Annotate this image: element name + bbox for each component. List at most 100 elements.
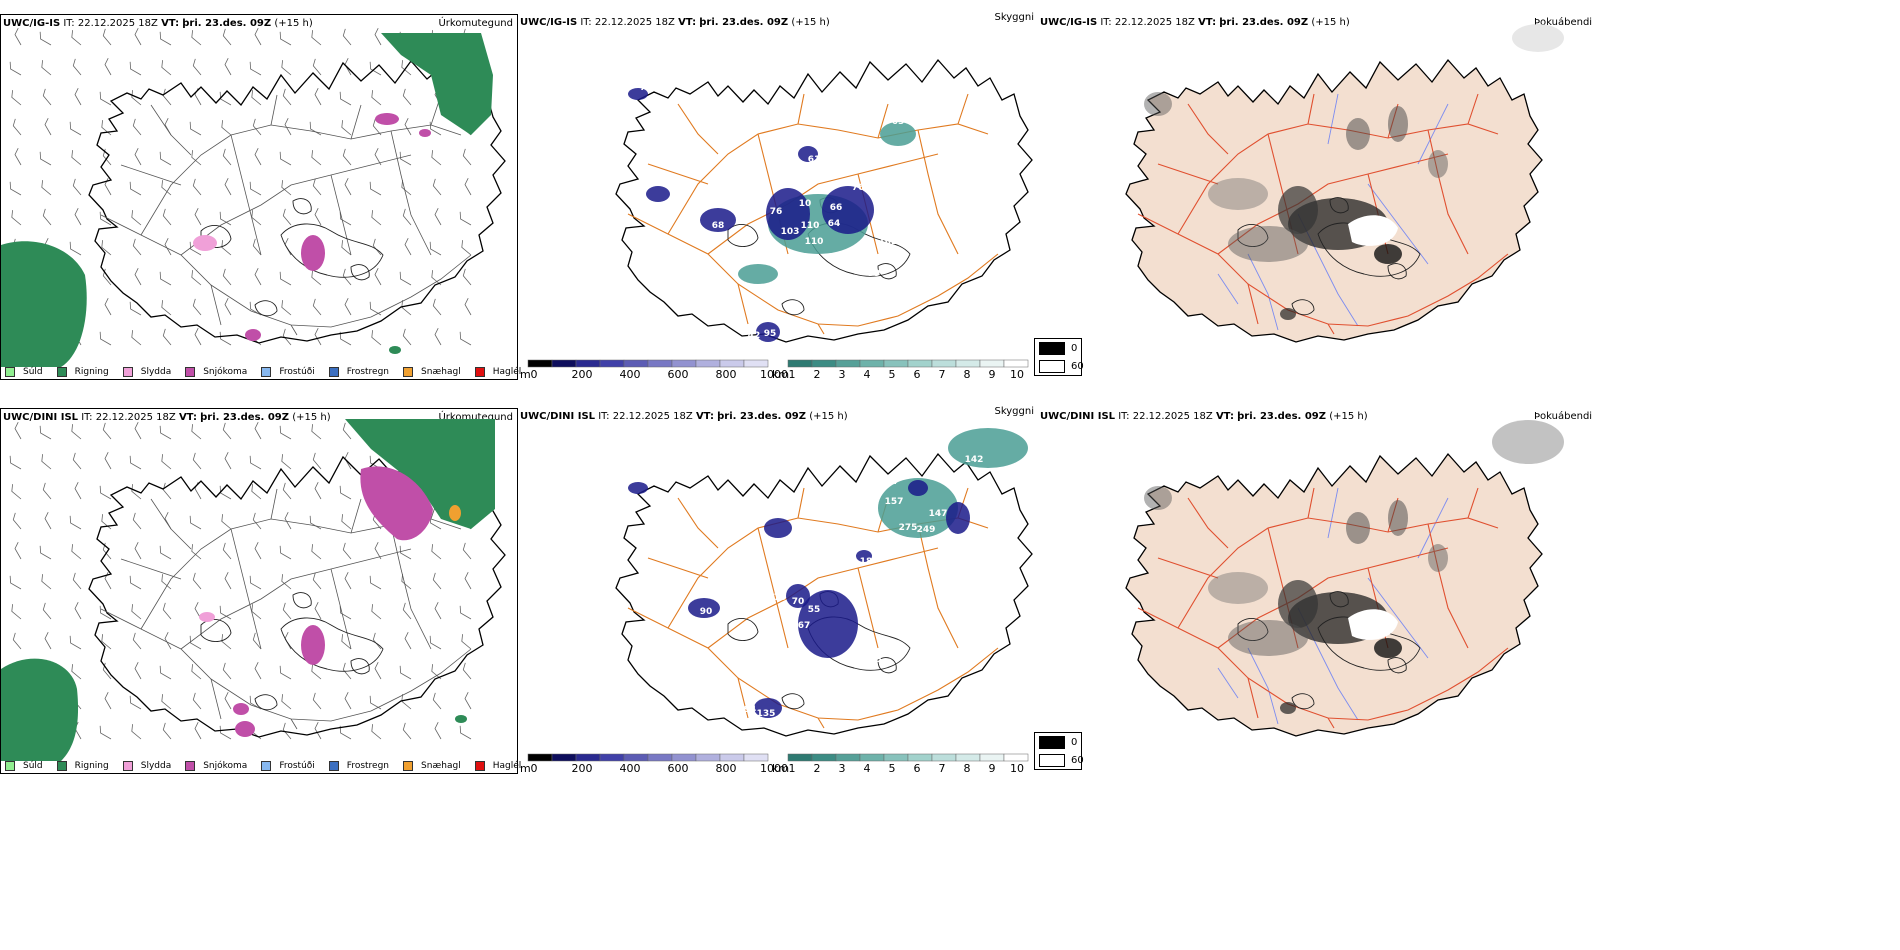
road (1307, 487, 1315, 519)
value-label: 27 (766, 679, 779, 689)
visibility-colorbar: km 1 2 3 4 5 6 7 8 9 10 (772, 359, 1029, 381)
glacier-outline (1237, 223, 1269, 247)
wind-barb (194, 327, 202, 346)
wind-barb (344, 691, 352, 710)
fog-index-panel: UWC/DINI ISL IT: 22.12.2025 18Z VT: þri.… (1034, 408, 1900, 774)
colorbar-cell (979, 753, 1005, 762)
colorbar-cell (647, 359, 673, 368)
wind-barb (402, 602, 412, 620)
road (290, 324, 298, 336)
legend-swatch (261, 761, 272, 771)
value-label: 99 (868, 269, 881, 279)
fog-area (1278, 186, 1318, 234)
road (1247, 283, 1259, 325)
legend-swatch-white (1039, 754, 1065, 767)
legend-label: Snjókoma (203, 367, 248, 377)
road (1187, 103, 1229, 155)
wind-barb (254, 27, 262, 46)
visibility-tick: 3 (839, 368, 846, 381)
precip-type-panel: UWC/IG-IS IT: 22.12.2025 18Z VT: þri. 23… (0, 14, 521, 380)
fog-area (1374, 244, 1402, 264)
ceiling-visibility-panel: UWC/IG-IS IT: 22.12.2025 18Z VT: þri. 23… (518, 12, 1038, 381)
legend-label: Haglél (492, 367, 522, 377)
wind-barb (252, 118, 262, 136)
wind-barb (434, 721, 442, 740)
road (677, 103, 719, 155)
wind-barb (314, 721, 322, 740)
wind-barb (69, 121, 82, 136)
road (1187, 497, 1229, 549)
wind-barb (224, 451, 232, 470)
wind-barb (284, 117, 292, 136)
wind-barb (312, 58, 322, 76)
road (677, 497, 719, 549)
precip-legend: Súld Rigning Slydda Snjókoma Frostúði Frostre… (5, 367, 535, 377)
it-label: IT: (1100, 17, 1112, 28)
wind-barb (72, 572, 82, 590)
glacier-outline (1291, 299, 1315, 316)
wind-barb (434, 207, 442, 226)
colorbar-cell (743, 753, 769, 762)
colorbar-cell (787, 359, 813, 368)
fog-area (1228, 620, 1308, 656)
wind-barb (132, 238, 142, 256)
it-label: IT: (63, 18, 75, 29)
river (1417, 103, 1449, 165)
wind-barb (311, 424, 322, 440)
wind-barb (339, 485, 352, 500)
glacier-outline (292, 592, 312, 609)
wind-barb (254, 421, 262, 440)
wind-barb (42, 88, 52, 106)
visibility-tick: 7 (939, 762, 946, 775)
wind-barb (401, 574, 412, 590)
legend-label: Frostregn (346, 367, 390, 377)
fog-area (1280, 308, 1296, 320)
wind-barb (429, 241, 442, 256)
colorbar-cell (859, 359, 885, 368)
river (1247, 253, 1279, 331)
visibility-tick: 9 (989, 368, 996, 381)
lead-time: (+15 h) (791, 17, 830, 28)
road (180, 154, 412, 256)
wind-barb (432, 298, 442, 316)
wind-barb (251, 484, 262, 500)
legend-label: Rigning (74, 367, 109, 377)
ceiling-tick: 0 (531, 762, 538, 775)
value-label: 64 (828, 219, 841, 229)
offshore-fog (1492, 420, 1564, 464)
wind-barb (129, 181, 142, 196)
wind-barb (39, 425, 52, 440)
wind-barb (161, 180, 172, 196)
wind-barb (129, 455, 142, 470)
wind-barb (134, 267, 142, 286)
wind-barb (371, 210, 382, 226)
visibility-tick: 2 (814, 368, 821, 381)
legend-swatch (474, 367, 485, 377)
it-label: IT: (598, 411, 610, 422)
wind-barb (219, 211, 232, 226)
wind-barb (192, 572, 202, 590)
river (1367, 577, 1429, 659)
fog-legend: 0 60 (1034, 338, 1084, 376)
road (120, 164, 182, 186)
wind-barb (371, 90, 382, 106)
vt-label: VT: (695, 411, 714, 422)
legend-swatch (56, 761, 67, 771)
road (647, 557, 709, 579)
wind-barb (131, 604, 142, 620)
visibility-tick: 2 (814, 762, 821, 775)
wind-barb (44, 117, 52, 136)
wind-barb (104, 297, 112, 316)
wind-barb (374, 147, 382, 166)
ceiling-tick: 200 (572, 762, 593, 775)
colorbar-cell (551, 753, 577, 762)
colorbar-cell (883, 359, 909, 368)
glacier-outline (350, 264, 370, 281)
wind-barb (459, 725, 472, 740)
legend-swatch-black (1039, 736, 1065, 749)
wind-barb (374, 267, 382, 286)
wind-barb (189, 635, 202, 650)
wind-barb (104, 571, 112, 590)
wind-barb (344, 297, 352, 316)
wind-barb (104, 177, 112, 196)
